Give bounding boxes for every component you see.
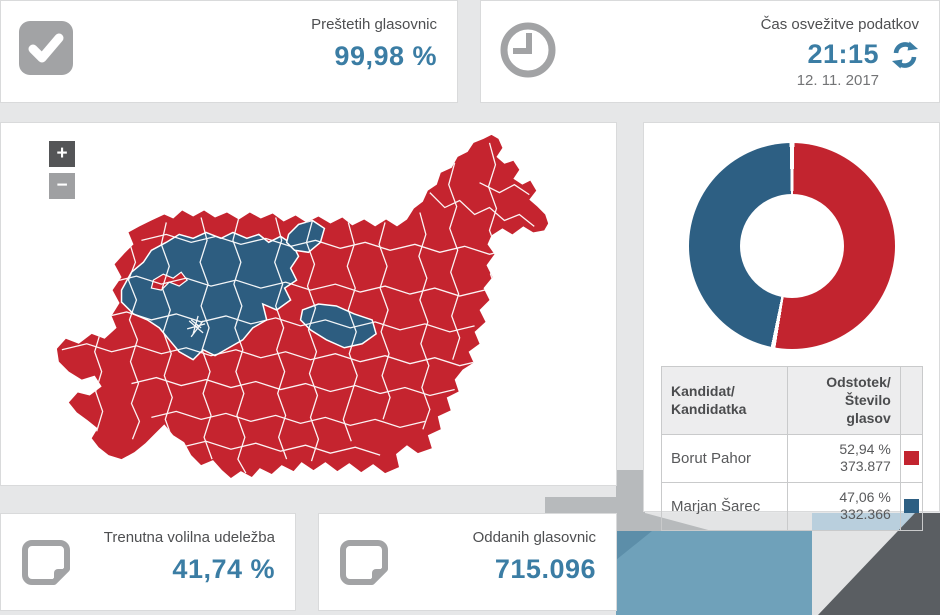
results-table: Kandidat/ Kandidatka Odstotek/ Število g… [660, 366, 924, 531]
ballots-cast-value: 715.096 [494, 554, 596, 585]
candidate-result: 52,94 % 373.877 [787, 433, 901, 483]
ballots-cast-label: Oddanih glasovnic [472, 529, 596, 546]
color-cell [899, 433, 924, 483]
table-row: Marjan Šarec 47,06 % 332.366 [660, 481, 924, 531]
refresh-date: 12. 11. 2017 [796, 72, 879, 90]
candidate-result: 47,06 % 332.366 [787, 481, 901, 531]
results-table-header-row: Kandidat/ Kandidatka Odstotek/ Število g… [660, 366, 924, 435]
refresh-icon[interactable] [891, 41, 919, 69]
candidate-name: Marjan Šarec [660, 481, 789, 531]
clock-icon [499, 21, 557, 84]
map-zoom-out-button[interactable]: − [49, 173, 75, 199]
donut-chart [689, 143, 895, 349]
header-color [899, 366, 924, 435]
ballots-cast-card: Oddanih glasovnic 715.096 [318, 513, 617, 611]
ballot-paper-icon [19, 534, 75, 595]
refresh-time-value: 21:15 [807, 39, 879, 70]
map-card: + − [0, 122, 617, 486]
counted-ballots-label: Preštetih glasovnic [311, 16, 437, 33]
map-zoom-in-button[interactable]: + [49, 141, 75, 167]
ballot-paper-icon [337, 534, 393, 595]
counted-ballots-card: Preštetih glasovnic 99,98 % [0, 0, 458, 103]
results-card: Kandidat/ Kandidatka Odstotek/ Število g… [643, 122, 940, 531]
red-swatch [903, 451, 919, 466]
counted-ballots-value: 99,98 % [334, 41, 437, 72]
header-percent-votes: Odstotek/ Število glasov [787, 366, 901, 435]
donut-hole [740, 194, 844, 298]
decor-teal-block [616, 531, 812, 615]
color-cell [899, 481, 924, 531]
blue-swatch [903, 499, 919, 514]
refresh-time-label: Čas osvežitve podatkov [760, 16, 919, 33]
turnout-value: 41,74 % [172, 554, 275, 585]
header-candidate: Kandidat/ Kandidatka [660, 366, 789, 435]
refresh-time-card: Čas osvežitve podatkov 21:15 12. 11. 201… [480, 0, 940, 103]
candidate-name: Borut Pahor [660, 433, 789, 483]
table-row: Borut Pahor 52,94 % 373.877 [660, 433, 924, 483]
turnout-label: Trenutna volilna udeležba [103, 529, 275, 546]
checkmark-icon [19, 21, 73, 80]
turnout-card: Trenutna volilna udeležba 41,74 % [0, 513, 296, 611]
decor-gray-strip [616, 470, 645, 531]
slovenia-municipalities-map[interactable] [1, 123, 616, 485]
